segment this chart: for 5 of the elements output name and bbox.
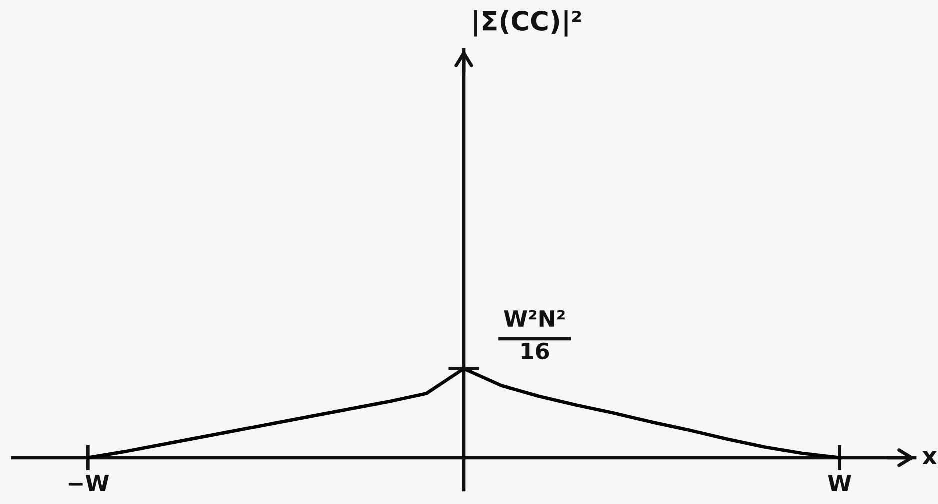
text: W²N² 16 — [504, 310, 565, 360]
text: |Σ(CC)|² — [474, 10, 582, 37]
x-tick-label: −W — [68, 475, 110, 492]
x-tick-label: W — [828, 475, 852, 492]
x-axis-title: x — [922, 452, 938, 464]
